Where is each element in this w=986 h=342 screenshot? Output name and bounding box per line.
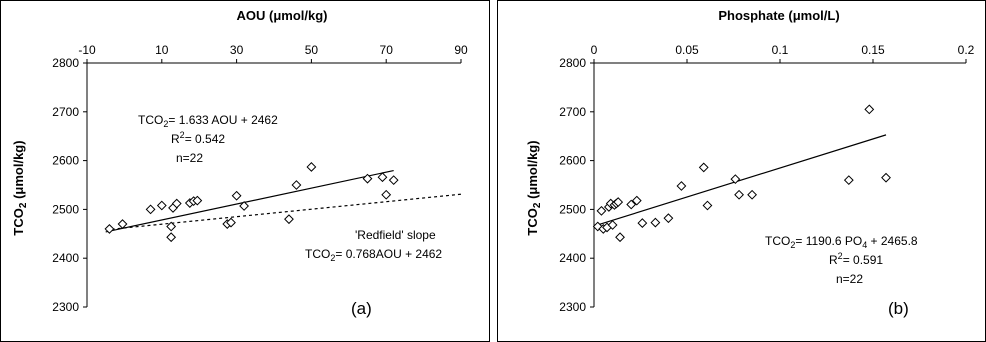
data-point (117, 219, 128, 229)
redfield-slope-line (105, 193, 462, 231)
y-tick-label: 2600 (559, 154, 586, 168)
y-tick-label: 2800 (52, 56, 79, 70)
chart-frame (497, 0, 986, 342)
regression-line (105, 169, 394, 233)
data-point (156, 200, 167, 211)
data-points-group (104, 162, 399, 243)
y-tick-label: 2700 (52, 105, 79, 119)
data-point (104, 224, 115, 234)
data-point (284, 214, 294, 225)
data-point (377, 172, 388, 183)
data-point (864, 104, 875, 115)
panel-label: (a) (351, 299, 372, 318)
fit-equation: TCO2= 1.633 AOU + 2462 (138, 113, 278, 129)
data-point (226, 217, 236, 228)
data-point (231, 190, 242, 201)
x-tick-label: 0.2 (958, 43, 975, 57)
y-tick-label: 2500 (52, 202, 79, 216)
data-point (650, 217, 661, 228)
fit-annotation: TCO2= 1190.6 PO4 + 2465.8 R2= 0.591 n=22 (765, 234, 918, 286)
data-point (615, 232, 625, 243)
y-axis-title: TCO2 (μmol/kg) (11, 140, 29, 235)
data-point (734, 189, 744, 200)
data-point (637, 218, 648, 228)
data-point (166, 221, 177, 232)
data-point (239, 201, 249, 211)
x-axis-title: Phosphate (μmol/L) (718, 8, 839, 23)
data-point (306, 162, 317, 172)
y-axis-title: TCO2 (μmol/kg) (525, 140, 543, 235)
data-point (381, 189, 392, 200)
data-point (730, 174, 741, 185)
x-tick-label: 0.15 (861, 43, 885, 57)
x-axis-title: AOU (μmol/kg) (236, 8, 327, 23)
data-point (192, 195, 203, 206)
x-tick-label: 30 (230, 43, 244, 57)
y-tick-label: 2300 (52, 300, 79, 314)
data-point (613, 197, 624, 207)
data-point (747, 189, 758, 200)
y-tick-label: 2600 (52, 154, 79, 168)
axes-group: 0 0.05 0.1 0.15 0.2 2300 2400 2500 2600 2700 2800 (559, 43, 974, 314)
fit-equation: TCO2= 1190.6 PO4 + 2465.8 (765, 234, 918, 250)
data-point (698, 162, 709, 173)
sample-count: n=22 (176, 151, 203, 165)
y-tick-label: 2500 (559, 202, 586, 216)
data-point (843, 175, 854, 186)
data-point (291, 180, 302, 190)
data-point (702, 200, 713, 211)
panel-label: (b) (888, 299, 909, 318)
data-point (362, 173, 373, 184)
x-tick-label: 0.1 (772, 43, 789, 57)
data-point (388, 175, 399, 186)
x-tick-label: -10 (78, 43, 96, 57)
phosphate-chart-svg: Phosphate (μmol/L) TCO2 (μmol/kg) 0 0.05 0… (497, 0, 986, 342)
y-tick-label: 2400 (52, 251, 79, 265)
data-point (166, 232, 177, 243)
redfield-label: 'Redfield' slope (355, 228, 436, 242)
chart-panel-aou: AOU (μmol/kg) TCO2 (μmol/kg) -10 10 30 50 70… (0, 0, 490, 342)
x-tick-label: 10 (155, 43, 169, 57)
data-point (596, 205, 607, 216)
redfield-equation: TCO2= 0.768AOU + 2462 (305, 247, 442, 263)
fit-annotation: TCO2= 1.633 AOU + 2462 R2= 0.542 n=22 'R… (138, 113, 442, 263)
regression-line (593, 134, 887, 227)
x-tick-label: 0 (591, 43, 598, 57)
x-tick-label: 70 (380, 43, 394, 57)
y-tick-label: 2800 (559, 56, 586, 70)
x-tick-label: 50 (305, 43, 319, 57)
fit-lines-group (593, 134, 887, 227)
data-point (607, 220, 618, 230)
y-tick-label: 2400 (559, 251, 586, 265)
y-tick-label: 2300 (559, 300, 586, 314)
data-point (631, 195, 642, 206)
data-point (626, 199, 637, 210)
y-tick-label: 2700 (559, 105, 586, 119)
x-tick-label: 0.05 (675, 43, 699, 57)
chart-panel-phosphate: Phosphate (μmol/L) TCO2 (μmol/kg) 0 0.05 0… (497, 0, 986, 342)
r-squared: R2= 0.591 (829, 251, 883, 267)
axes-group: -10 10 30 50 70 90 2300 2400 2500 2600 2700 2800 (52, 43, 468, 314)
data-point (663, 213, 674, 224)
chart-frame (0, 0, 490, 342)
aou-chart-svg: AOU (μmol/kg) TCO2 (μmol/kg) -10 10 30 50 70… (0, 0, 490, 342)
x-tick-label: 90 (454, 43, 468, 57)
data-point (171, 198, 182, 209)
sample-count: n=22 (836, 272, 863, 286)
data-point (881, 172, 891, 183)
data-point (592, 221, 603, 232)
data-point (676, 181, 687, 191)
r-squared: R2= 0.542 (171, 130, 225, 146)
fit-lines-group (105, 169, 462, 233)
data-points-group (592, 104, 891, 243)
data-point (145, 204, 156, 215)
